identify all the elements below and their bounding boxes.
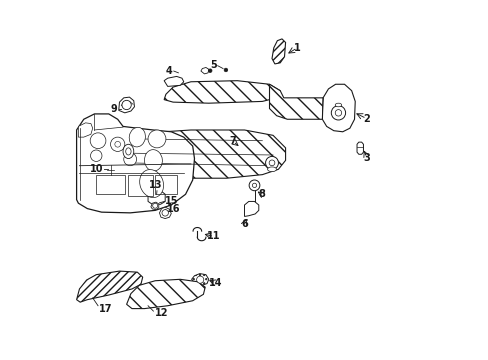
- Ellipse shape: [140, 170, 163, 198]
- Polygon shape: [164, 76, 183, 86]
- Ellipse shape: [144, 150, 162, 171]
- Circle shape: [90, 150, 102, 161]
- Circle shape: [162, 210, 168, 216]
- Polygon shape: [77, 271, 142, 302]
- Polygon shape: [164, 81, 280, 103]
- Circle shape: [123, 153, 136, 166]
- Circle shape: [265, 157, 278, 169]
- Text: 11: 11: [207, 231, 221, 242]
- Text: 17: 17: [99, 303, 112, 314]
- Text: 8: 8: [258, 189, 264, 199]
- Polygon shape: [159, 207, 171, 219]
- Polygon shape: [271, 39, 285, 64]
- Polygon shape: [201, 67, 208, 74]
- Polygon shape: [126, 279, 205, 309]
- Text: 10: 10: [90, 164, 103, 174]
- Text: 4: 4: [165, 66, 172, 76]
- Circle shape: [335, 110, 341, 116]
- Polygon shape: [191, 274, 208, 285]
- Circle shape: [115, 141, 121, 147]
- Bar: [155, 175, 176, 194]
- Circle shape: [268, 160, 274, 166]
- Text: 12: 12: [154, 308, 168, 318]
- Circle shape: [152, 203, 157, 208]
- Ellipse shape: [267, 167, 276, 172]
- Polygon shape: [77, 114, 194, 213]
- Text: 16: 16: [166, 204, 180, 214]
- Circle shape: [252, 183, 256, 188]
- Polygon shape: [107, 165, 114, 175]
- Polygon shape: [114, 130, 285, 178]
- Circle shape: [90, 133, 106, 149]
- Text: 1: 1: [293, 43, 300, 53]
- Polygon shape: [151, 202, 159, 210]
- Text: 13: 13: [148, 180, 162, 190]
- Circle shape: [122, 100, 131, 110]
- Ellipse shape: [335, 103, 341, 107]
- Text: 2: 2: [363, 113, 369, 123]
- Circle shape: [110, 137, 124, 152]
- Text: 9: 9: [111, 104, 118, 113]
- Bar: [96, 175, 124, 194]
- Circle shape: [196, 276, 203, 283]
- Polygon shape: [148, 192, 165, 204]
- Text: 14: 14: [209, 278, 222, 288]
- Circle shape: [148, 130, 165, 148]
- Text: 7: 7: [229, 136, 236, 147]
- Ellipse shape: [123, 144, 134, 158]
- Ellipse shape: [129, 127, 145, 147]
- Circle shape: [248, 180, 259, 191]
- Circle shape: [208, 69, 212, 72]
- Polygon shape: [269, 84, 323, 119]
- Bar: [128, 175, 153, 196]
- Text: 15: 15: [165, 197, 178, 206]
- Polygon shape: [119, 97, 134, 113]
- Polygon shape: [356, 142, 363, 154]
- Ellipse shape: [125, 148, 131, 155]
- Circle shape: [331, 106, 345, 120]
- Polygon shape: [244, 202, 258, 216]
- Polygon shape: [78, 123, 93, 137]
- Circle shape: [224, 68, 227, 72]
- Text: 3: 3: [363, 153, 369, 163]
- Text: 6: 6: [241, 219, 247, 229]
- Polygon shape: [321, 84, 354, 132]
- Text: 5: 5: [210, 60, 217, 70]
